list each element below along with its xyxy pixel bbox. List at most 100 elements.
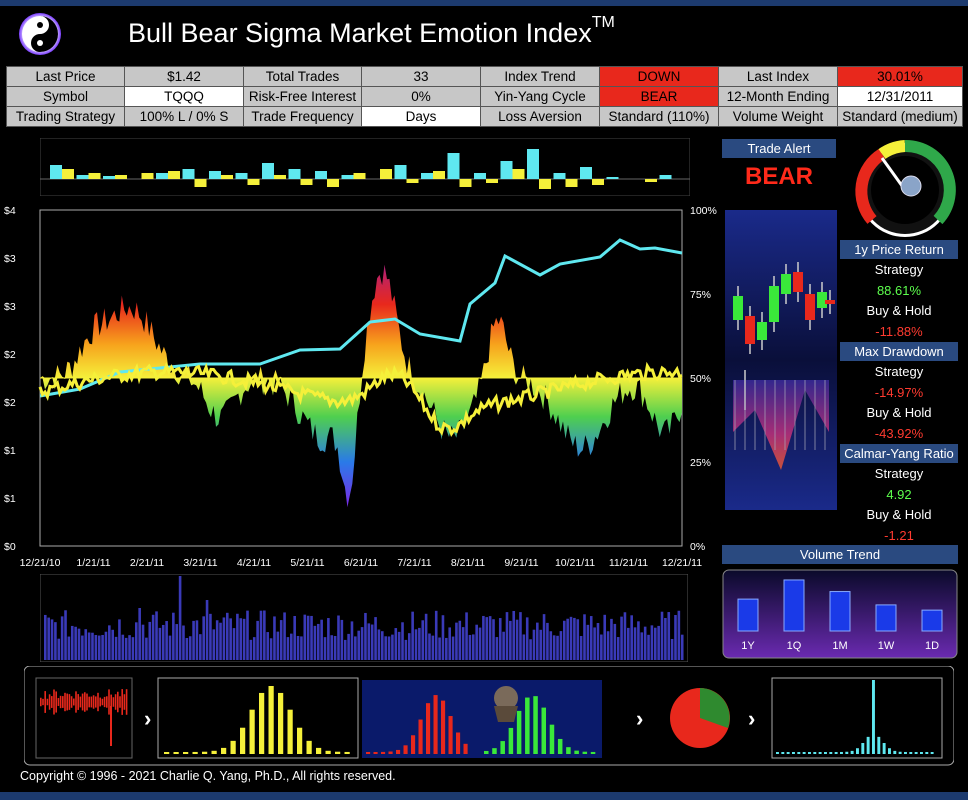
volume-bar bbox=[108, 625, 111, 660]
volume-bar bbox=[674, 615, 677, 660]
loss-aversion-select[interactable]: Standard (110%) bbox=[599, 106, 719, 127]
momentum-bar bbox=[592, 179, 604, 185]
volume-bar bbox=[354, 636, 357, 660]
histogram-bar bbox=[541, 707, 547, 754]
volume-bar bbox=[256, 620, 259, 660]
volume-bar bbox=[579, 635, 583, 660]
volume-bar bbox=[215, 620, 219, 660]
volume-chart bbox=[40, 574, 688, 662]
histogram-bar bbox=[574, 750, 579, 754]
volume-bar bbox=[101, 634, 104, 660]
histogram-bar bbox=[781, 752, 785, 754]
volume-bar bbox=[637, 621, 640, 660]
volume-bar bbox=[381, 631, 384, 660]
x-tick-label: 1/21/11 bbox=[76, 557, 110, 569]
buyhold-label: Buy & Hold bbox=[866, 507, 932, 522]
momentum-bar bbox=[645, 179, 657, 182]
info-label: Yin-Yang Cycle bbox=[480, 86, 600, 107]
histogram-bar bbox=[557, 738, 563, 754]
histogram-bar bbox=[882, 743, 886, 754]
volume-bar bbox=[475, 624, 478, 660]
momentum-bar bbox=[315, 171, 327, 179]
volume-weight-select[interactable]: Standard (medium) bbox=[837, 106, 963, 127]
yin-yang-cycle-value: BEAR bbox=[599, 86, 719, 107]
histogram-bar bbox=[866, 736, 870, 754]
volume-bar bbox=[569, 616, 573, 660]
volume-bar bbox=[222, 617, 226, 660]
histogram-bar bbox=[381, 751, 386, 754]
momentum-bar bbox=[394, 165, 407, 179]
volume-bar bbox=[664, 617, 667, 660]
analysis-flow-strip: › › › bbox=[24, 666, 954, 766]
volume-bar bbox=[182, 625, 185, 660]
last-price-value: $1.42 bbox=[124, 66, 244, 87]
momentum-bar bbox=[156, 173, 168, 179]
histogram-bar bbox=[335, 751, 341, 754]
histogram-bar bbox=[441, 700, 446, 754]
volume-bar bbox=[559, 631, 563, 660]
strategy-return-value: 88.61% bbox=[876, 283, 922, 298]
info-label: 12-Month Ending bbox=[718, 86, 838, 107]
candlestick bbox=[733, 296, 743, 320]
volume-bar bbox=[104, 631, 108, 660]
histogram-bar bbox=[366, 751, 371, 754]
volume-bar bbox=[273, 616, 276, 660]
histogram-bar bbox=[173, 751, 179, 754]
volume-bar bbox=[60, 616, 64, 660]
info-row: Last Price $1.42 Total Trades 33 Index T… bbox=[6, 66, 963, 87]
volume-bar bbox=[451, 636, 455, 660]
volume-bar bbox=[313, 625, 317, 660]
volume-bar bbox=[384, 636, 387, 660]
yin-yang-logo bbox=[19, 13, 61, 55]
volume-bar bbox=[441, 615, 445, 660]
volume-trend-bar bbox=[829, 591, 851, 632]
volume-bar bbox=[94, 635, 98, 660]
volume-bar bbox=[498, 618, 502, 660]
ending-date-input[interactable]: 12/31/2011 bbox=[837, 86, 963, 107]
volume-bar bbox=[660, 611, 664, 660]
volume-bar bbox=[44, 614, 47, 660]
total-trades-value: 33 bbox=[361, 66, 481, 87]
histogram-bar bbox=[500, 741, 505, 754]
page-title: Bull Bear Sigma Market Emotion IndexTM bbox=[128, 14, 615, 48]
trade-frequency-select[interactable]: Days bbox=[361, 106, 481, 127]
volume-bar bbox=[387, 636, 391, 660]
volume-bar bbox=[249, 639, 253, 660]
momentum-bar bbox=[341, 175, 354, 179]
volume-bar bbox=[306, 615, 310, 660]
histogram-bar bbox=[872, 680, 875, 754]
volume-bar bbox=[589, 616, 593, 660]
volume-bar bbox=[546, 622, 549, 660]
max-drawdown-header: Max Drawdown bbox=[840, 342, 958, 361]
volume-bar bbox=[657, 625, 660, 660]
volume-bar bbox=[199, 634, 202, 660]
volume-bar bbox=[596, 623, 600, 660]
volume-bar bbox=[515, 619, 519, 660]
histogram-bar bbox=[396, 749, 401, 754]
momentum-bar bbox=[194, 179, 207, 187]
momentum-bar bbox=[527, 149, 539, 179]
volume-bar bbox=[124, 637, 128, 660]
symbol-input[interactable]: TQQQ bbox=[124, 86, 244, 107]
trading-strategy-select[interactable]: 100% L / 0% S bbox=[124, 106, 244, 127]
volume-bar bbox=[532, 629, 536, 660]
volume-bar bbox=[114, 636, 118, 660]
y2-tick-label: 50% bbox=[690, 373, 711, 385]
momentum-bar bbox=[76, 175, 89, 179]
candlestick-panel bbox=[725, 210, 837, 510]
y2-tick-label: 0% bbox=[690, 541, 705, 553]
volume-bar bbox=[138, 608, 141, 660]
volume-bar bbox=[670, 638, 674, 660]
info-label: Last Index bbox=[718, 66, 838, 87]
volume-bar bbox=[141, 624, 145, 660]
x-tick-label: 3/21/11 bbox=[183, 557, 217, 569]
volume-bar bbox=[259, 610, 263, 660]
histogram-bar bbox=[590, 751, 596, 754]
histogram-bar bbox=[776, 752, 779, 754]
bottom-border bbox=[0, 792, 968, 800]
info-table: Last Price $1.42 Total Trades 33 Index T… bbox=[6, 66, 963, 127]
volume-bar bbox=[70, 625, 74, 660]
histogram-bar bbox=[230, 740, 236, 754]
volume-bar bbox=[229, 618, 232, 660]
volume-bar bbox=[205, 600, 209, 660]
